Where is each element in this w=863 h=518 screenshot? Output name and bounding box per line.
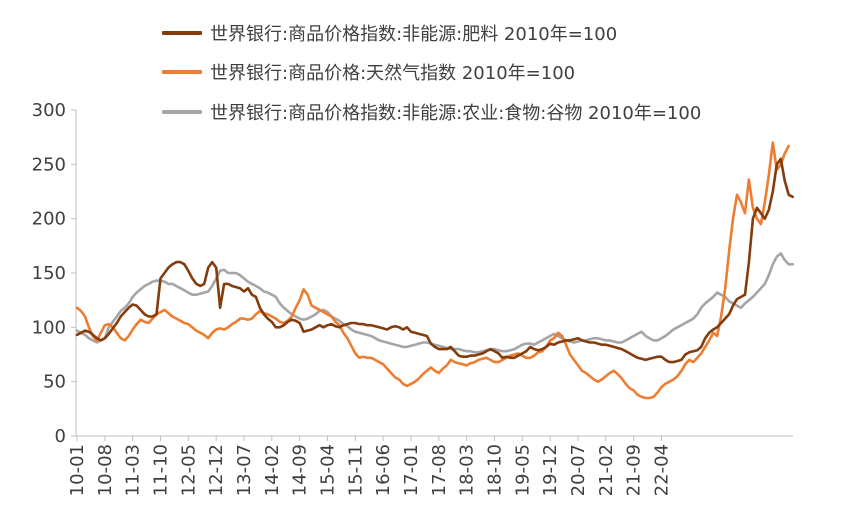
y-tick-label: 250 bbox=[32, 154, 66, 175]
y-tick-label: 200 bbox=[32, 209, 66, 230]
legend-swatch-grains bbox=[162, 110, 202, 114]
legend-label-natural-gas: 世界银行:商品价格:天然气指数 2010年=100 bbox=[210, 63, 576, 84]
x-tick-label: 19-12 bbox=[540, 444, 561, 496]
legend-item-natural-gas: 世界银行:商品价格:天然气指数 2010年=100 bbox=[162, 61, 576, 84]
x-tick-label: 10-01 bbox=[67, 444, 88, 496]
y-tick-label: 100 bbox=[32, 317, 66, 338]
x-tick-label: 10-08 bbox=[95, 444, 116, 496]
x-tick-label: 20-07 bbox=[568, 444, 589, 496]
x-tick-label: 12-05 bbox=[178, 444, 199, 496]
x-tick-label: 14-09 bbox=[290, 444, 311, 496]
x-tick-label: 15-11 bbox=[345, 444, 366, 496]
x-tick-label: 21-09 bbox=[624, 444, 645, 496]
x-tick-label: 16-06 bbox=[373, 444, 394, 496]
y-tick-label: 50 bbox=[43, 372, 66, 393]
y-tick-label: 150 bbox=[32, 263, 66, 284]
legend-swatch-fertilizer bbox=[162, 31, 202, 35]
y-tick-label: 0 bbox=[55, 426, 66, 447]
x-tick-label: 15-04 bbox=[317, 444, 338, 496]
legend-label-fertilizer: 世界银行:商品价格指数:非能源:肥料 2010年=100 bbox=[210, 24, 618, 45]
series-line-fertilizer bbox=[75, 157, 795, 364]
series-line-grains bbox=[75, 252, 795, 354]
series-layer bbox=[75, 141, 795, 400]
chart-axes: 0 50 100 150 200 250 300 10-01 10-08 11-03 11-10 12… bbox=[32, 100, 793, 496]
x-tick-label: 19-05 bbox=[512, 444, 533, 496]
x-tick-label: 13-07 bbox=[234, 444, 255, 496]
x-tick-label: 11-10 bbox=[150, 444, 171, 496]
y-tick-label: 300 bbox=[32, 100, 66, 121]
legend-item-grains: 世界银行:商品价格指数:非能源:农业:食物:谷物 2010年=100 bbox=[162, 101, 702, 124]
series-line-natural-gas bbox=[75, 141, 791, 400]
x-tick-label: 14-02 bbox=[262, 444, 283, 496]
x-tick-label: 18-10 bbox=[484, 444, 505, 496]
x-tick-label: 21-02 bbox=[596, 444, 617, 496]
legend-label-grains: 世界银行:商品价格指数:非能源:农业:食物:谷物 2010年=100 bbox=[210, 103, 702, 124]
x-tick-label: 17-01 bbox=[401, 444, 422, 496]
x-tick-label: 12-12 bbox=[206, 444, 227, 496]
legend-item-fertilizer: 世界银行:商品价格指数:非能源:肥料 2010年=100 bbox=[162, 22, 618, 45]
x-tick-label: 22-04 bbox=[651, 444, 672, 496]
x-tick-label: 11-03 bbox=[123, 444, 144, 496]
legend-swatch-natural-gas bbox=[162, 70, 202, 74]
x-tick-label: 17-08 bbox=[429, 444, 450, 496]
x-tick-label: 18-03 bbox=[457, 444, 478, 496]
